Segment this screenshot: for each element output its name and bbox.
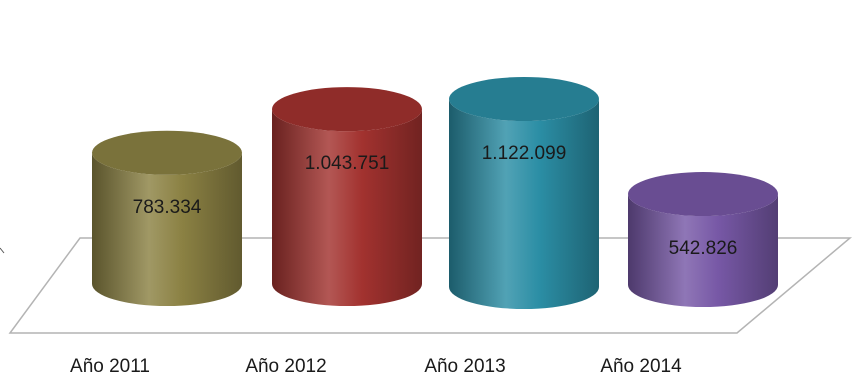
bars-layer: 783.334 1.043.751 1.122.099 542.826: [92, 77, 779, 309]
bar-top: [272, 87, 422, 132]
bar-año-2012: 1.043.751: [272, 87, 422, 306]
category-tick-label: Año 2011: [70, 356, 150, 377]
value-label: 783.334: [133, 197, 202, 218]
bar-body: [449, 99, 599, 309]
bar-top: [628, 172, 778, 217]
value-label: 1.043.751: [305, 153, 390, 174]
bar-año-2011: 783.334: [92, 130, 242, 306]
axis-stub: [0, 247, 5, 254]
bar-body: [628, 194, 779, 307]
value-label: 1.122.099: [482, 143, 567, 164]
category-tick-label: Año 2012: [245, 356, 326, 377]
category-tick-label: Año 2014: [600, 356, 682, 377]
bar-top: [92, 130, 242, 175]
bar-año-2014: 542.826: [628, 172, 779, 307]
category-tick-label: Año 2013: [424, 356, 505, 377]
category-axis: Año 2011 Año 2012 Año 2013 Año 2014: [70, 356, 682, 377]
bar-body: [92, 152, 242, 306]
bar-top: [449, 77, 599, 121]
bar-año-2013: 1.122.099: [449, 77, 599, 309]
value-label: 542.826: [669, 238, 738, 259]
bar-body: [272, 109, 422, 306]
